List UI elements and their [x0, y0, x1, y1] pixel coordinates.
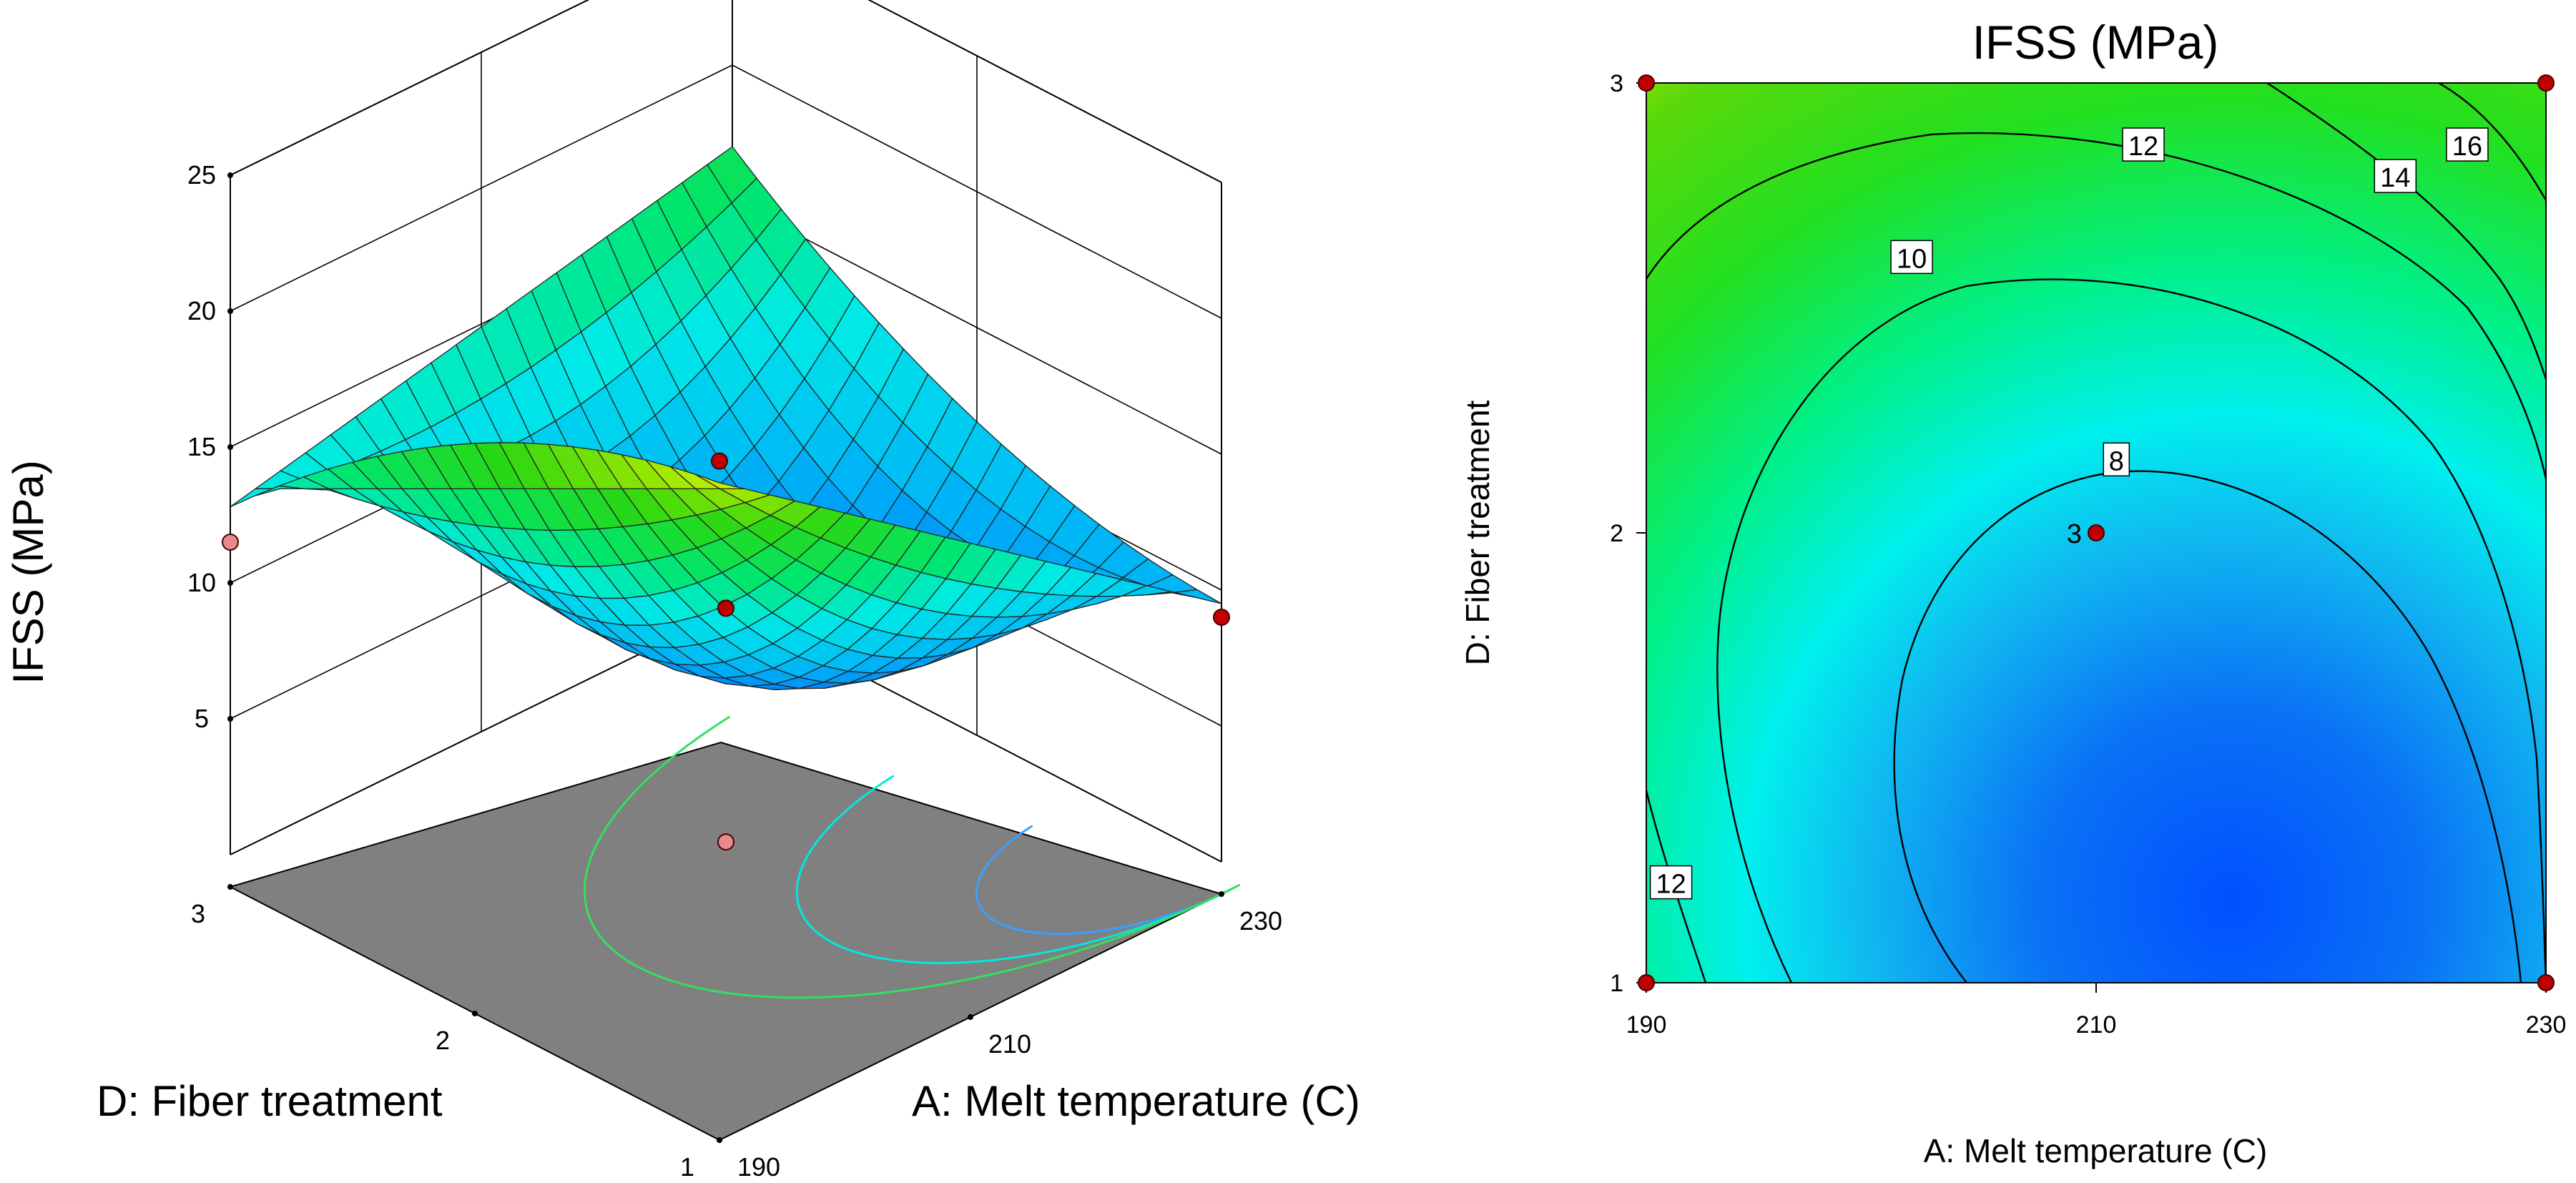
contour-title: IFSS (MPa) — [1972, 16, 2219, 69]
z-tick-label: 25 — [187, 160, 216, 190]
contour-y-axis-title: D: Fiber treatment — [1459, 400, 1496, 665]
surface-plot-3d: 5 10 15 20 25 190 210 230 1 2 3 IFSS (MPa) D: Fibe… — [4, 0, 1360, 1182]
contour-x-tick-label: 230 — [2526, 1011, 2567, 1039]
z-tick-mark — [227, 716, 233, 722]
contour-line-16 — [2438, 83, 2546, 201]
y-tick-label: 3 — [191, 899, 205, 928]
z-gridline-20 — [230, 64, 1222, 319]
contour-line-12-upper — [1646, 132, 2546, 480]
contour-design-point — [1638, 974, 1655, 991]
contour-labels: 16 14 12 10 8 12 — [1649, 127, 2489, 900]
contour-label: 8 — [2109, 446, 2124, 476]
floor-contour-2 — [795, 775, 1234, 965]
y-tick-label: 2 — [436, 1026, 450, 1055]
contour-y-tick-label: 3 — [1610, 70, 1623, 97]
design-points-2d: 3 — [1638, 74, 2555, 991]
surface-cell — [694, 473, 745, 490]
z-axis-title: IFSS (MPa) — [4, 460, 52, 684]
contour-design-point — [1638, 74, 1655, 92]
x-axis-title-3d: A: Melt temperature (C) — [912, 1077, 1360, 1125]
x-tick-mark — [968, 1014, 973, 1020]
y-tick-mark — [717, 1137, 722, 1143]
floor-contour-3 — [583, 715, 1241, 999]
floor-contour-1 — [975, 825, 1229, 936]
x-tick-label: 190 — [737, 1152, 780, 1182]
response-surface — [230, 146, 1222, 691]
contour-design-point — [2537, 974, 2555, 991]
axis-ticks-3d: 5 10 15 20 25 190 210 230 1 2 3 — [187, 160, 1282, 1182]
contour-label-box — [1649, 865, 1693, 900]
floor-surface — [228, 741, 1224, 1142]
contour-label-box — [2103, 442, 2130, 477]
contour-label-box — [1890, 240, 1933, 275]
contour-label-box — [2446, 127, 2489, 162]
contour-line-10 — [1716, 278, 2546, 983]
x-tick-label: 210 — [988, 1029, 1031, 1059]
contour-label: 10 — [1897, 244, 1927, 274]
z-tick-mark — [227, 444, 233, 450]
contour-line-14 — [2266, 83, 2546, 380]
design-points-3d — [222, 452, 1230, 851]
z-tick-label: 15 — [187, 432, 216, 461]
contour-label: 16 — [2452, 132, 2482, 162]
z-tick-label: 10 — [187, 568, 216, 597]
design-point-3d — [711, 452, 728, 470]
center-point-count: 3 — [2067, 519, 2082, 549]
contour-design-point — [2088, 524, 2105, 541]
contour-y-tick-label: 1 — [1610, 970, 1623, 997]
x-tick-label: 230 — [1239, 906, 1282, 936]
contour-x-axis-title: A: Melt temperature (C) — [1924, 1132, 2268, 1169]
surface-cell — [230, 488, 280, 508]
z-tick-label: 20 — [187, 296, 216, 325]
x-tick-mark — [1219, 891, 1224, 897]
contour-design-point — [2537, 74, 2555, 92]
z-tick-mark — [227, 580, 233, 586]
contour-label: 12 — [2128, 132, 2158, 162]
contour-label: 14 — [2380, 163, 2410, 193]
design-point-3d — [1213, 609, 1230, 626]
contour-x-tick-label: 190 — [1626, 1011, 1667, 1039]
y-tick-label: 1 — [680, 1152, 694, 1182]
floor-plane — [228, 715, 1241, 1142]
contour-y-tick-label: 2 — [1610, 520, 1623, 547]
y-tick-mark — [472, 1011, 478, 1016]
z-tick-label: 5 — [195, 704, 209, 733]
y-tick-mark — [227, 884, 233, 890]
z-tick-mark — [227, 172, 233, 178]
y-axis-title-3d: D: Fiber treatment — [97, 1077, 443, 1125]
contour-label: 12 — [1656, 870, 1686, 900]
contour-label-box — [2122, 127, 2165, 162]
design-point-3d — [717, 599, 734, 617]
design-point-3d — [717, 833, 734, 851]
surface-cell — [1171, 589, 1222, 604]
contour-x-tick-label: 210 — [2076, 1011, 2117, 1039]
z-tick-mark — [227, 308, 233, 314]
z-gridline-25 — [230, 0, 1222, 183]
design-point-3d — [222, 534, 239, 551]
contour-label-box — [2374, 159, 2417, 193]
